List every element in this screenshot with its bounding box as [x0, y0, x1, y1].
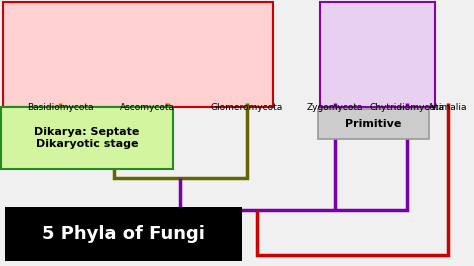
- Text: Zygomycota: Zygomycota: [307, 103, 363, 112]
- FancyBboxPatch shape: [320, 2, 435, 107]
- Text: Animalia: Animalia: [428, 103, 468, 112]
- Text: Ascomycota: Ascomycota: [119, 103, 174, 112]
- Text: Chytridiomycota: Chytridiomycota: [370, 103, 445, 112]
- Text: Dikarya: Septate
Dikaryotic stage: Dikarya: Septate Dikaryotic stage: [34, 127, 140, 149]
- FancyBboxPatch shape: [0, 107, 173, 169]
- Text: Primitive: Primitive: [346, 119, 401, 129]
- FancyBboxPatch shape: [5, 207, 242, 261]
- FancyBboxPatch shape: [318, 109, 429, 139]
- FancyBboxPatch shape: [3, 2, 273, 107]
- Text: Glomeromycota: Glomeromycota: [211, 103, 283, 112]
- Text: Basidiomycota: Basidiomycota: [27, 103, 93, 112]
- Text: 5 Phyla of Fungi: 5 Phyla of Fungi: [42, 225, 205, 243]
